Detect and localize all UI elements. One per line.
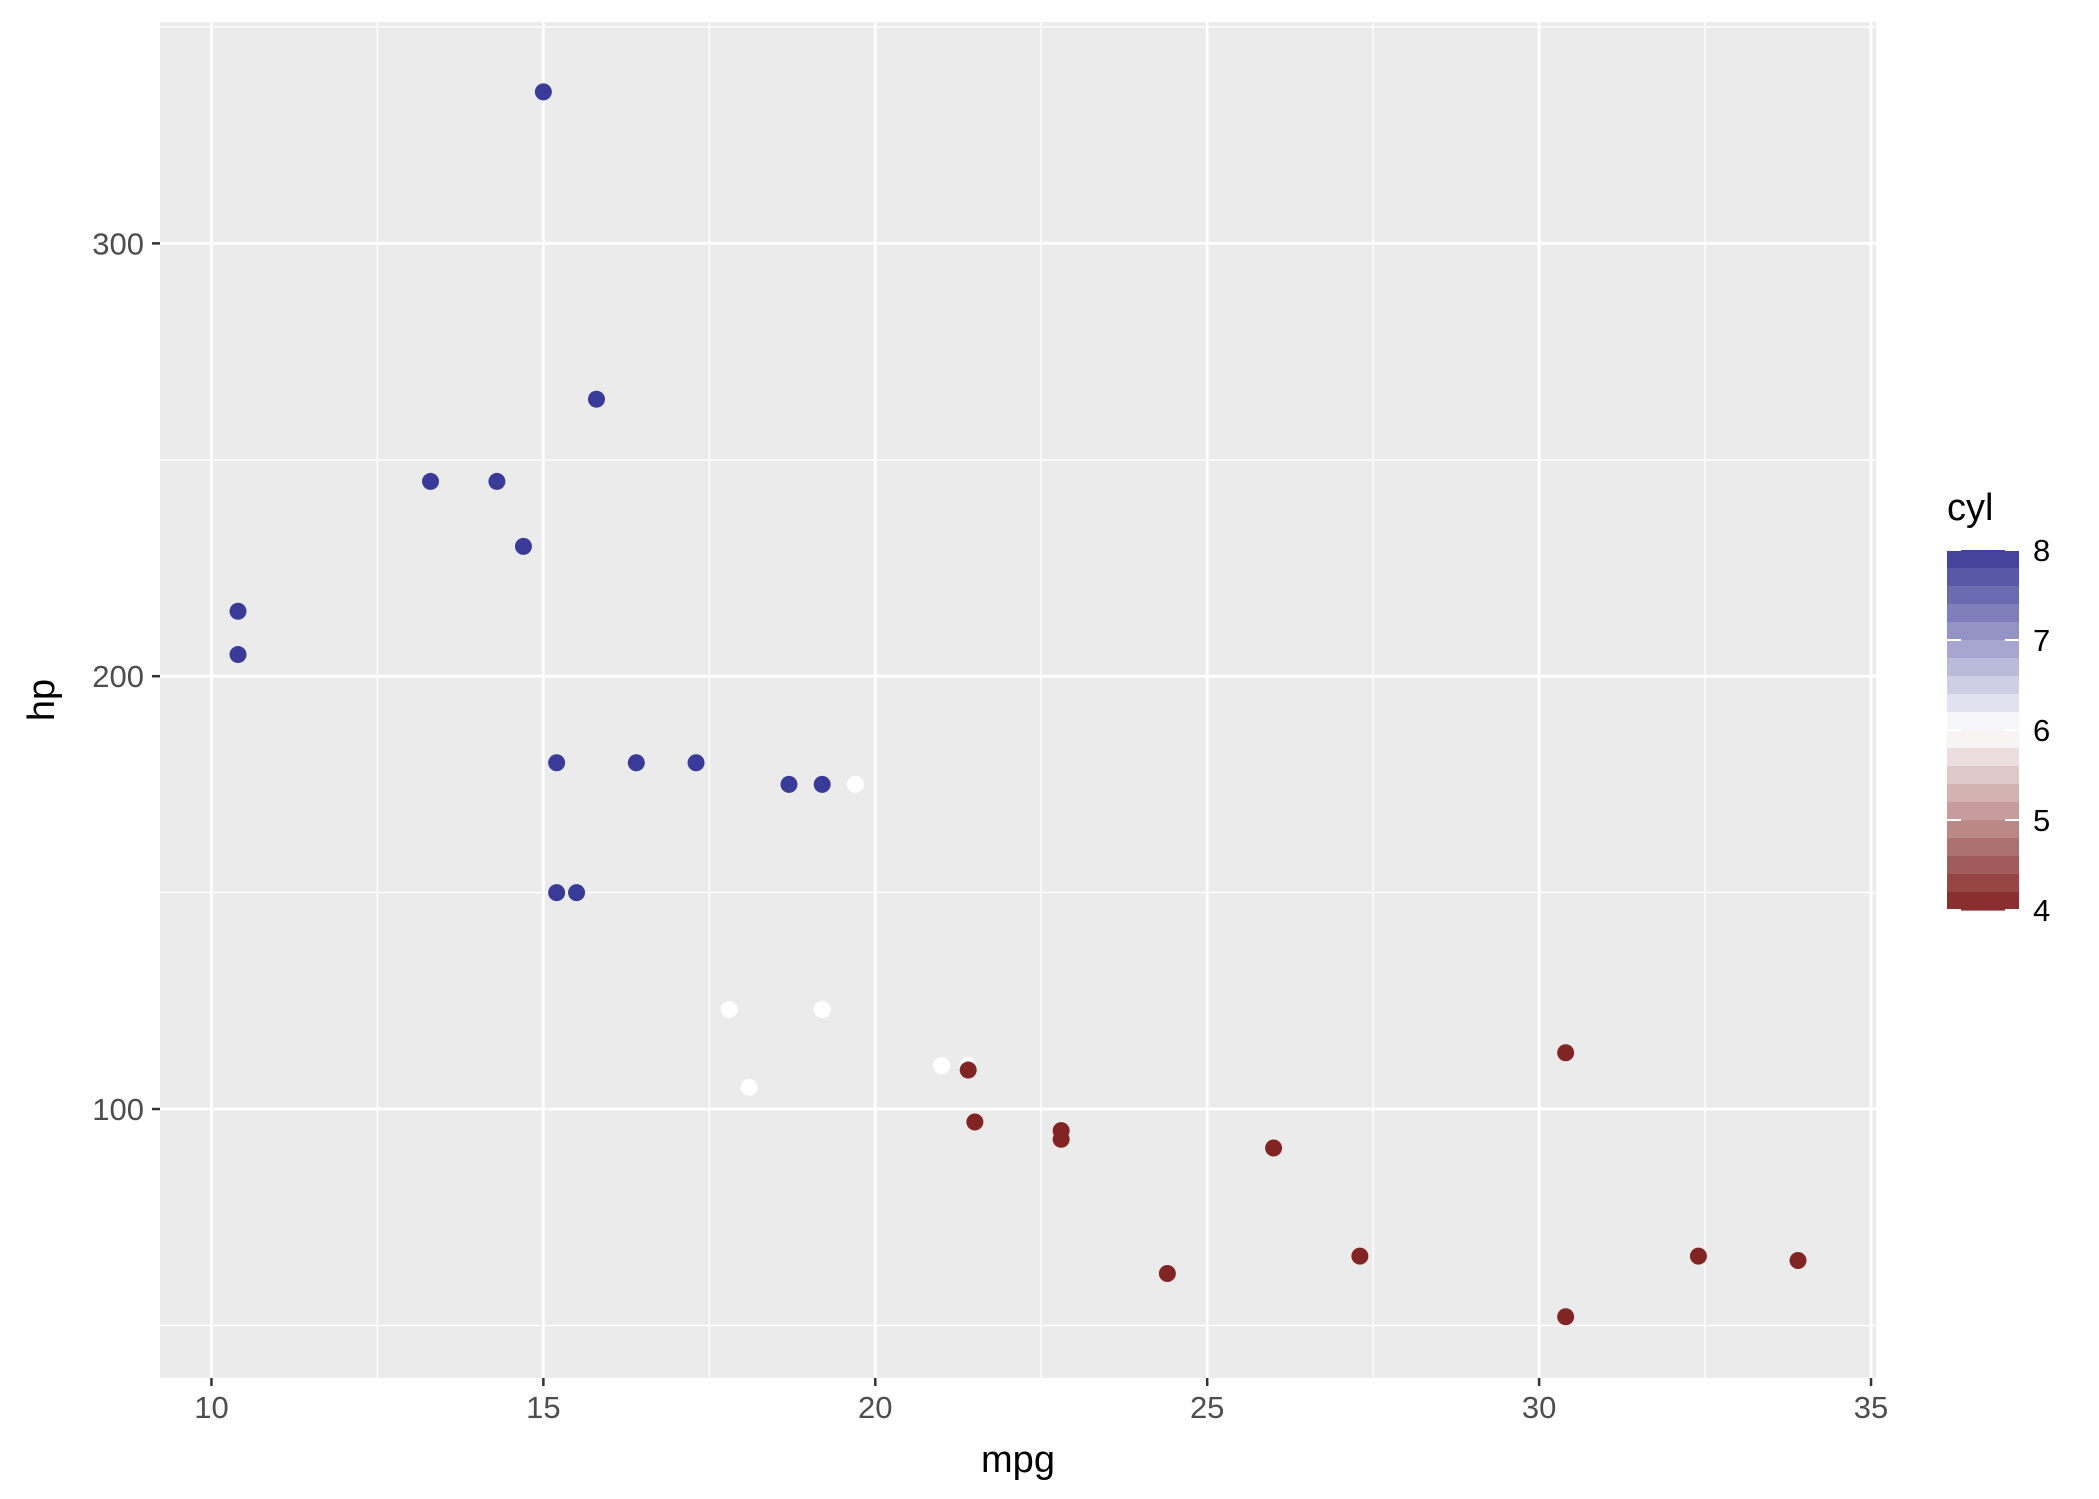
data-point xyxy=(514,537,532,555)
x-tick-label: 30 xyxy=(1522,1390,1556,1425)
legend-break-label: 5 xyxy=(2033,803,2050,838)
colorbar-segment xyxy=(1947,658,2019,677)
data-point xyxy=(548,884,566,902)
data-point xyxy=(1265,1139,1283,1157)
data-point xyxy=(780,775,798,793)
colorbar-segment xyxy=(1947,604,2019,623)
data-point xyxy=(229,646,247,664)
colorbar-segment xyxy=(1947,730,2019,749)
data-point xyxy=(229,602,247,620)
data-point xyxy=(548,754,566,772)
legend-colorbar xyxy=(1947,550,2019,911)
y-axis: 100 200 300 xyxy=(92,226,160,1127)
legend-break-label: 8 xyxy=(2033,533,2050,568)
colorbar-segment xyxy=(1947,856,2019,875)
data-point xyxy=(813,775,831,793)
colorbar-segment xyxy=(1947,838,2019,857)
major-gridlines xyxy=(160,22,1876,1378)
x-tick-label: 10 xyxy=(194,1390,228,1425)
colorbar-segment xyxy=(1947,874,2019,893)
legend-break-label: 4 xyxy=(2033,893,2050,928)
colorbar-segment xyxy=(1947,892,2019,911)
legend-ticks: 4 5 6 7 8 xyxy=(1947,533,2050,928)
data-point xyxy=(568,884,586,902)
legend-break-label: 6 xyxy=(2033,713,2050,748)
data-point xyxy=(627,754,645,772)
data-points xyxy=(229,83,1807,1326)
data-point xyxy=(488,472,506,490)
colorbar-segment xyxy=(1947,622,2019,641)
data-point xyxy=(1689,1247,1707,1265)
data-point xyxy=(966,1113,984,1131)
x-axis: 10 15 20 25 30 35 xyxy=(194,1378,1888,1425)
data-point xyxy=(687,754,705,772)
data-point xyxy=(740,1078,758,1096)
colorbar-segment xyxy=(1947,820,2019,839)
data-point xyxy=(534,83,552,101)
data-point xyxy=(1351,1247,1369,1265)
x-tick-label: 15 xyxy=(526,1390,560,1425)
x-tick-label: 25 xyxy=(1190,1390,1224,1425)
colorbar-segment xyxy=(1947,694,2019,713)
x-axis-title: mpg xyxy=(981,1439,1055,1481)
x-tick-label: 35 xyxy=(1854,1390,1888,1425)
data-point xyxy=(959,1061,977,1079)
legend-title: cyl xyxy=(1947,487,1993,529)
data-point xyxy=(1789,1251,1807,1269)
plot-panel xyxy=(160,22,1876,1378)
colorbar-segment xyxy=(1947,568,2019,587)
colorbar-segment xyxy=(1947,550,2019,569)
data-point xyxy=(813,1000,831,1018)
data-point xyxy=(846,775,864,793)
y-axis-title: hp xyxy=(21,679,63,721)
y-tick-label: 200 xyxy=(92,659,144,694)
data-point xyxy=(1557,1308,1575,1326)
colorbar-segment xyxy=(1947,586,2019,605)
data-point xyxy=(587,390,605,408)
data-point xyxy=(1557,1044,1575,1062)
x-tick-label: 20 xyxy=(858,1390,892,1425)
colorbar-segment xyxy=(1947,712,2019,731)
colorbar-segment xyxy=(1947,802,2019,821)
data-point xyxy=(422,472,440,490)
colorbar-segment xyxy=(1947,640,2019,659)
colorbar-segment xyxy=(1947,784,2019,803)
data-point xyxy=(1158,1264,1176,1282)
legend-break-label: 7 xyxy=(2033,623,2050,658)
colorbar-segment xyxy=(1947,676,2019,695)
y-tick-label: 100 xyxy=(92,1092,144,1127)
y-tick-label: 300 xyxy=(92,226,144,261)
legend: cyl 4 5 6 7 8 xyxy=(1947,487,2050,928)
colorbar-segment xyxy=(1947,766,2019,785)
data-point xyxy=(933,1057,951,1075)
data-point xyxy=(1052,1122,1070,1140)
colorbar-segment xyxy=(1947,748,2019,767)
data-point xyxy=(720,1000,738,1018)
minor-gridlines xyxy=(160,22,1876,1378)
